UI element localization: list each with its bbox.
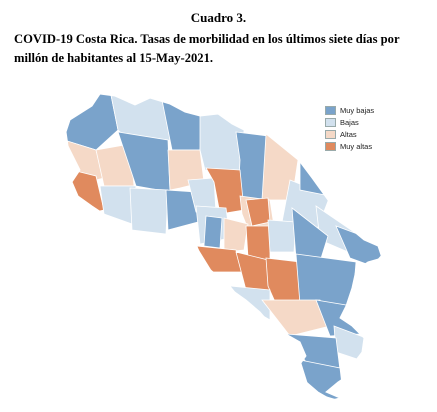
legend-swatch xyxy=(325,141,336,151)
legend-swatch xyxy=(325,105,336,115)
country-outline xyxy=(65,93,383,401)
figure-label: Cuadro 3. xyxy=(190,10,247,25)
canton-region xyxy=(265,257,301,305)
legend-label: Muy bajas xyxy=(340,105,375,115)
map-legend: Muy bajas Bajas Altas Muy altas xyxy=(325,104,374,152)
canton-region xyxy=(203,215,223,249)
canton-region xyxy=(129,187,169,235)
legend-item-bajas: Bajas xyxy=(325,116,374,128)
canton-region xyxy=(205,167,245,215)
figure-title: COVID-19 Costa Rica. Tasas de morbilidad… xyxy=(14,32,400,65)
legend-item-muy-bajas: Muy bajas xyxy=(325,104,374,116)
legend-item-muy-altas: Muy altas xyxy=(325,140,374,152)
canton-region xyxy=(223,217,249,253)
legend-label: Bajas xyxy=(340,117,359,127)
legend-label: Muy altas xyxy=(340,141,373,151)
canton-region xyxy=(66,94,119,151)
legend-swatch xyxy=(325,129,336,139)
canton-region xyxy=(267,219,297,253)
legend-item-altas: Altas xyxy=(325,128,374,140)
legend-label: Altas xyxy=(340,129,357,139)
canton-region xyxy=(245,225,271,261)
legend-swatch xyxy=(325,117,336,127)
